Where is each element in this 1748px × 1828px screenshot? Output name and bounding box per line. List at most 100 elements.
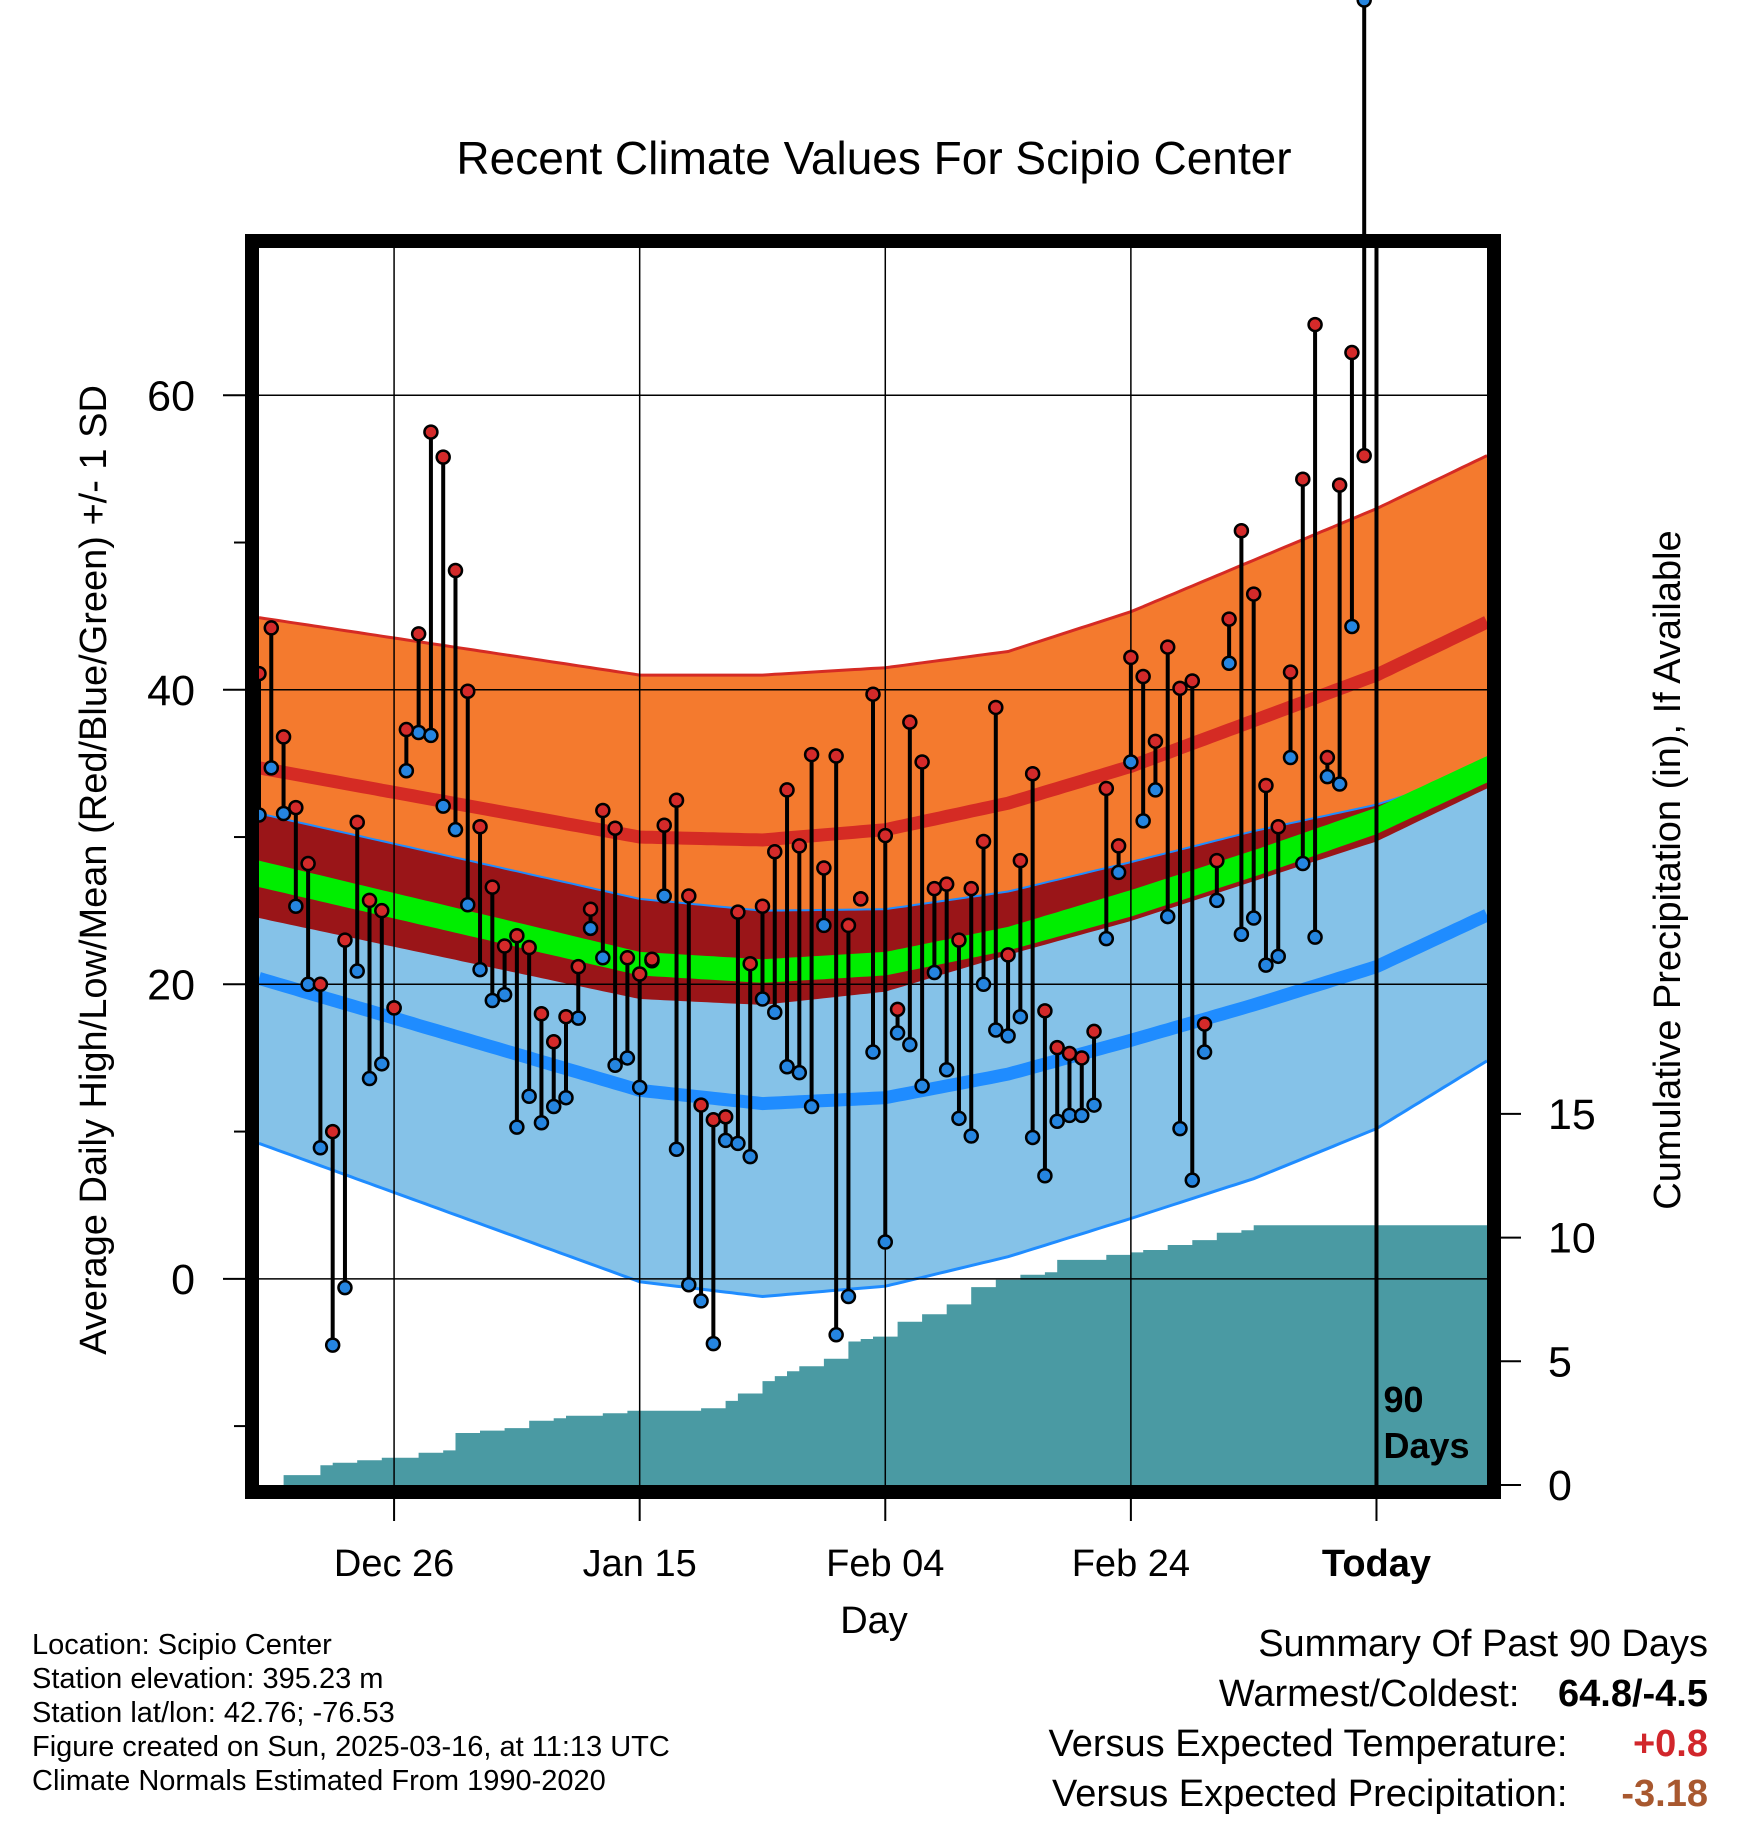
high-point [902, 714, 918, 730]
low-point [570, 1010, 587, 1026]
high-point [791, 838, 808, 854]
high-point [1209, 852, 1225, 869]
high-point [730, 904, 746, 920]
high-point [877, 827, 894, 844]
low-point [1074, 1107, 1090, 1124]
high-point [828, 748, 844, 764]
y-axis-label: Average Daily High/Low/Mean (Red/Blue/Gr… [73, 385, 115, 1355]
high-point [693, 1097, 709, 1113]
precip-anomaly-value: -3.18 [1621, 1773, 1708, 1815]
low-point [374, 1056, 390, 1072]
high-point [1147, 733, 1164, 750]
high-point [484, 879, 501, 895]
low-point [1319, 768, 1336, 785]
y2-tick-label: 5 [1548, 1338, 1572, 1386]
x-tick-label: Today [1322, 1543, 1431, 1585]
low-point [1233, 926, 1250, 942]
low-point [1000, 1028, 1016, 1044]
high-point [607, 820, 623, 836]
y2-tick-label: 10 [1548, 1215, 1596, 1263]
y-tick-label: 60 [147, 372, 195, 420]
low-point [1282, 749, 1299, 766]
low-point [1123, 754, 1139, 770]
high-point [963, 880, 979, 897]
high-point [1319, 749, 1336, 766]
low-point [889, 1025, 906, 1041]
high-point [410, 626, 427, 642]
x-tick-label: Feb 04 [826, 1543, 944, 1585]
high-point [595, 802, 611, 819]
y2-axis-label: Cumulative Precipitation (in), If Availa… [1647, 530, 1689, 1209]
high-point [1258, 777, 1274, 794]
high-point [767, 844, 783, 860]
high-point [1012, 852, 1029, 869]
high-point [656, 817, 672, 834]
high-point [938, 876, 955, 892]
chart-axes: 0 20 40 60 0 5 10 15 Dec 26 Jan 15 Feb 04 Feb 24 Tod… [147, 234, 1596, 1585]
low-point [668, 1141, 685, 1157]
high-point [288, 799, 304, 816]
high-point [988, 699, 1004, 716]
y2-tick-label: 15 [1548, 1091, 1596, 1139]
high-point [840, 917, 857, 934]
high-point [1074, 1050, 1090, 1066]
high-point [668, 792, 685, 808]
high-point [521, 939, 537, 956]
low-point [361, 1070, 378, 1087]
summary-title: Summary Of Past 90 Days [1258, 1623, 1708, 1665]
x-tick-label: Dec 26 [334, 1543, 454, 1585]
low-mean-line [259, 909, 1487, 1111]
high-point [582, 901, 599, 917]
low-point [926, 964, 943, 981]
low-point [938, 1061, 955, 1078]
y-tick-label: 20 [147, 961, 195, 1009]
low-point [558, 1089, 574, 1106]
low-point [398, 763, 415, 779]
high-point [631, 966, 648, 982]
x-axis-label: Day [840, 1600, 908, 1642]
high-upper-edge [259, 454, 1487, 677]
low-point [791, 1064, 808, 1081]
normals-text: Climate Normals Estimated From 1990-2020 [32, 1765, 606, 1797]
high-point [951, 932, 967, 948]
today-label-line1: 90 [1383, 1379, 1423, 1420]
high-point [1307, 316, 1323, 333]
low-point [288, 898, 304, 915]
low-point [509, 1119, 525, 1135]
high-point [472, 818, 488, 835]
high-point [361, 892, 378, 909]
high-point [1295, 471, 1311, 487]
low-point [607, 1057, 623, 1074]
low-point [324, 1337, 341, 1353]
high-point [337, 932, 353, 948]
high-point [423, 424, 439, 440]
low-point [693, 1293, 709, 1309]
low-point [877, 1234, 894, 1250]
high-point [386, 1000, 402, 1016]
low-point [742, 1148, 758, 1165]
high-point [754, 898, 771, 915]
high-point [558, 1008, 574, 1025]
low-point [754, 991, 771, 1007]
low-point [312, 1140, 329, 1156]
summary-temp: Versus Expected Temperature: +0.8 [1049, 1723, 1708, 1766]
low-point [705, 1335, 722, 1352]
high-point [1233, 522, 1250, 539]
high-point [300, 855, 316, 872]
high-point [705, 1112, 722, 1128]
high-point [312, 976, 329, 993]
low-point [1037, 1168, 1053, 1184]
low-point [730, 1135, 746, 1152]
high-point [644, 951, 660, 968]
low-point [1147, 782, 1164, 798]
high-point [803, 746, 820, 763]
low-point [472, 961, 488, 978]
y-tick-label: 40 [147, 667, 195, 715]
high-point [533, 1006, 550, 1022]
x-tick-label: Jan 15 [583, 1543, 697, 1585]
station-info: Location: Scipio Center Station elevatio… [32, 1628, 670, 1798]
low-point [410, 724, 427, 741]
latlon-text: Station lat/lon: 42.76; -76.53 [32, 1697, 395, 1729]
high-point [496, 938, 513, 954]
low-point [803, 1098, 820, 1115]
